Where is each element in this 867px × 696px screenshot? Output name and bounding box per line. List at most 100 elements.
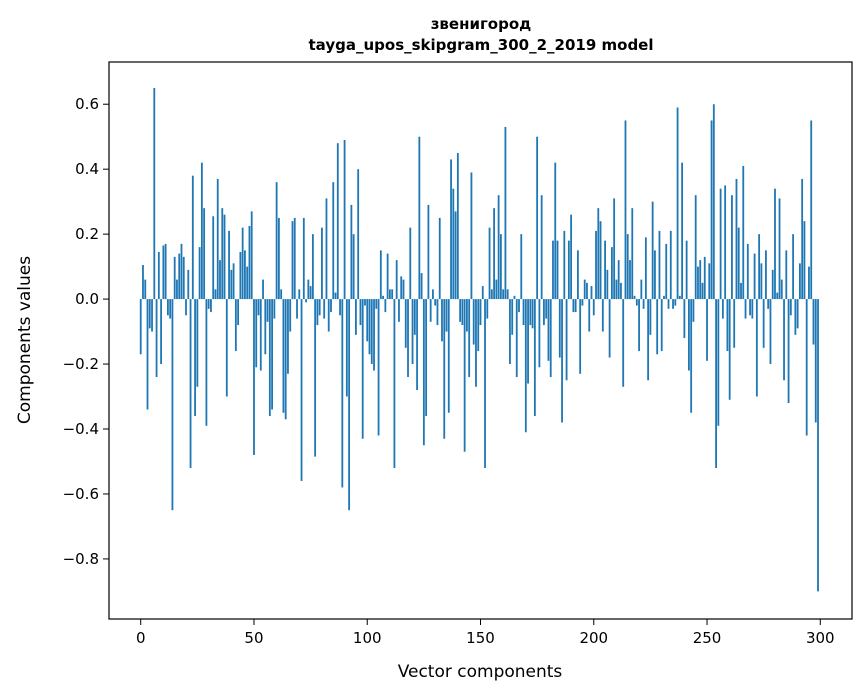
- bar-264: [737, 227, 740, 300]
- bar-104: [375, 299, 378, 309]
- y-tick-label-0: −0.8: [63, 550, 99, 568]
- bar-274: [760, 263, 763, 300]
- x-tick-label-0: 0: [136, 629, 146, 647]
- bar-201: [595, 230, 597, 300]
- bar-258: [724, 185, 727, 300]
- bar-134: [443, 299, 446, 439]
- bar-197: [586, 282, 588, 300]
- bar-103: [373, 299, 375, 371]
- x-tick-label-2: 100: [353, 629, 382, 647]
- bar-93: [350, 204, 353, 300]
- bar-249: [703, 256, 706, 300]
- bar-164: [511, 299, 514, 335]
- bar-89: [341, 299, 344, 488]
- bar-48: [248, 226, 251, 300]
- bar-219: [635, 299, 638, 306]
- bar-276: [765, 250, 767, 300]
- bar-31: [210, 299, 212, 313]
- bar-146: [470, 172, 473, 300]
- bar-206: [606, 269, 609, 300]
- y-axis-ticks: −0.8 −0.6 −0.4 −0.2 0.0 0.2 0.4 0.6: [63, 95, 109, 568]
- bar-126: [425, 299, 428, 417]
- bar-6: [153, 87, 156, 300]
- bar-221: [640, 279, 643, 300]
- bar-66: [289, 299, 292, 332]
- bar-298: [814, 299, 817, 423]
- bar-34: [216, 178, 219, 300]
- bar-144: [466, 299, 468, 332]
- bar-211: [617, 260, 620, 300]
- bar-226: [651, 201, 654, 300]
- bar-223: [644, 237, 647, 300]
- bar-55: [264, 299, 267, 355]
- bar-107: [382, 295, 384, 300]
- bar-145: [468, 299, 471, 378]
- bar-125: [422, 299, 425, 446]
- bar-114: [398, 299, 400, 322]
- bar-265: [740, 282, 742, 300]
- bar-70: [298, 289, 301, 300]
- bar-283: [780, 279, 783, 300]
- bar-32: [212, 216, 215, 300]
- bar-189: [567, 240, 570, 300]
- bar-61: [277, 217, 280, 300]
- bar-51: [255, 299, 258, 368]
- bar-10: [162, 245, 165, 300]
- bar-195: [581, 299, 584, 306]
- bar-59: [273, 299, 276, 319]
- bar-85: [332, 182, 335, 300]
- bar-184: [556, 240, 559, 300]
- bar-92: [348, 299, 351, 511]
- bar-261: [731, 195, 733, 300]
- bar-253: [712, 104, 715, 300]
- bar-18: [180, 243, 183, 300]
- bar-29: [205, 299, 208, 426]
- bar-76: [311, 234, 314, 300]
- x-tick-label-3: 150: [466, 629, 495, 647]
- bar-191: [572, 299, 575, 313]
- bar-65: [287, 299, 289, 374]
- bar-71: [300, 299, 303, 481]
- bar-148: [475, 299, 477, 387]
- x-tick-label-1: 50: [244, 629, 263, 647]
- bar-22: [189, 299, 192, 468]
- bar-108: [384, 299, 387, 313]
- bar-116: [402, 279, 405, 300]
- bar-39: [228, 230, 230, 300]
- bar-228: [656, 299, 659, 355]
- bar-139: [454, 211, 457, 300]
- bar-90: [343, 139, 346, 300]
- bar-133: [441, 299, 443, 342]
- bar-119: [409, 227, 412, 300]
- bar-12: [166, 299, 169, 316]
- bar-84: [330, 299, 332, 313]
- bar-159: [499, 234, 502, 300]
- bar-80: [321, 227, 323, 300]
- bar-185: [558, 299, 561, 358]
- bar-242: [688, 299, 690, 371]
- bar-174: [533, 299, 536, 417]
- bar-177: [540, 195, 543, 300]
- bar-295: [808, 266, 810, 300]
- bar-227: [654, 250, 656, 300]
- bar-293: [803, 221, 806, 300]
- bar-8: [157, 252, 160, 300]
- bar-155: [490, 289, 493, 300]
- bar-54: [262, 279, 264, 300]
- bar-75: [309, 286, 312, 300]
- bar-49: [250, 211, 253, 300]
- x-tick-label-5: 250: [693, 629, 722, 647]
- bar-106: [379, 250, 382, 300]
- bar-131: [436, 299, 439, 326]
- bar-256: [719, 188, 722, 300]
- bar-79: [318, 299, 321, 316]
- chart-subtitle: tayga_upos_skipgram_300_2_2019 model: [309, 36, 654, 54]
- bar-64: [284, 299, 287, 420]
- bar-277: [767, 299, 770, 309]
- bar-178: [543, 299, 545, 326]
- bar-156: [493, 208, 495, 300]
- y-axis-label: Components values: [15, 256, 35, 424]
- bar-187: [563, 230, 566, 300]
- bar-230: [660, 299, 663, 352]
